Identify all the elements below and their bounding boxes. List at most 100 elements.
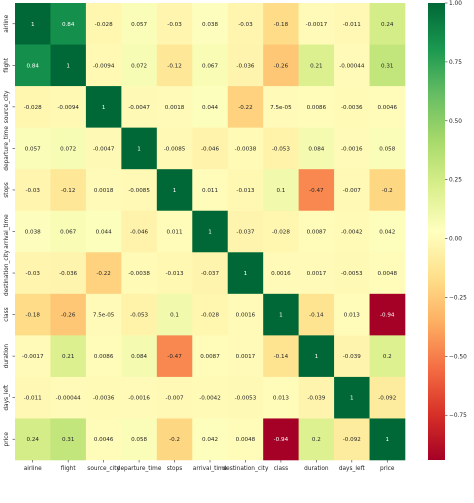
heatmap-cell-departure_time-arrival_time — [192, 127, 229, 170]
y-tick-label-duration: duration — [4, 344, 10, 369]
cell-value-label: -0.028 — [272, 230, 290, 236]
cell-value-label: 0.084 — [308, 146, 324, 152]
cell-value-label: -0.12 — [167, 63, 181, 69]
y-tick-label-destination_city: destination_city — [4, 250, 10, 296]
heatmap-cell-price-days_left — [334, 418, 370, 461]
colorbar-gradient — [428, 3, 445, 460]
x-tick-label-departure_time: departure_time — [117, 466, 162, 472]
cell-value-label: 0.044 — [96, 230, 112, 236]
heatmap-cell-departure_time-airline — [15, 127, 51, 170]
cell-value-label: -0.03 — [238, 22, 253, 28]
x-tick-label-source_city: source_city — [87, 466, 120, 472]
heatmap-cell-arrival_time-duration — [298, 210, 335, 253]
heatmap-cell-destination_city-destination_city — [227, 252, 264, 295]
heatmap-cell-destination_city-departure_time — [121, 252, 158, 295]
cell-value-label: 0.24 — [26, 437, 39, 443]
heatmap-cell-days_left-flight — [50, 376, 87, 419]
heatmap-cell-flight-duration — [298, 44, 335, 87]
cell-value-label: 0.013 — [344, 313, 360, 319]
heatmap-cell-class-arrival_time — [192, 293, 229, 336]
cell-value-label: -0.036 — [236, 63, 254, 69]
cell-value-label: 0.31 — [381, 63, 394, 69]
cell-value-label: -0.0053 — [235, 396, 257, 402]
heatmap-cell-arrival_time-days_left — [334, 210, 370, 253]
colorbar-tick-label: 0.25 — [449, 178, 462, 184]
heatmap-cell-departure_time-class — [263, 127, 299, 170]
heatmap-cell-flight-source_city — [85, 44, 122, 87]
cell-value-label: 0.1 — [170, 313, 179, 319]
heatmap-cell-arrival_time-departure_time — [121, 210, 158, 253]
cell-value-label: 1 — [137, 146, 141, 152]
heatmap-cells: 1 0.84 -0.028 0.057 -0.03 0.038 -0.03 -0.18 -0.0… — [15, 3, 406, 461]
cell-value-label: -0.14 — [274, 354, 289, 360]
y-axis-tick-labels: airline flight source_city departure_timest… — [4, 14, 15, 446]
cell-value-label: -0.037 — [201, 271, 219, 277]
heatmap-cell-departure_time-stops — [156, 127, 193, 170]
y-tick-label-arrival_time: arrival_time — [4, 214, 10, 249]
cell-value-label: -0.0047 — [93, 146, 115, 152]
heatmap-cell-stops-stops — [156, 169, 193, 212]
heatmap-cell-arrival_time-source_city — [85, 210, 122, 253]
cell-value-label: 0.057 — [25, 146, 41, 152]
heatmap-cell-duration-departure_time — [121, 335, 158, 378]
cell-value-label: 0.84 — [62, 22, 75, 28]
x-tick-label-class: class — [274, 466, 288, 472]
heatmap-cell-stops-destination_city — [227, 169, 264, 212]
heatmap-cell-duration-price — [369, 335, 406, 378]
y-tick-label-flight: flight — [4, 57, 10, 73]
heatmap-cell-stops-class — [263, 169, 299, 212]
cell-value-label: -0.092 — [378, 396, 396, 402]
heatmap-cell-airline-departure_time — [121, 3, 158, 45]
heatmap-cell-airline-class — [263, 3, 299, 45]
cell-value-label: -0.0085 — [164, 146, 186, 152]
heatmap-cell-days_left-class — [263, 376, 299, 419]
heatmap-cell-days_left-airline — [15, 376, 51, 419]
heatmap-cell-duration-arrival_time — [192, 335, 229, 378]
cell-value-label: -0.94 — [274, 437, 289, 443]
cell-value-label: -0.028 — [24, 105, 42, 111]
heatmap-cell-class-departure_time — [121, 293, 158, 336]
heatmap-cell-departure_time-flight — [50, 127, 87, 170]
cell-value-label: -0.22 — [238, 105, 252, 111]
cell-value-label: -0.007 — [166, 396, 184, 402]
heatmap-cell-days_left-destination_city — [227, 376, 264, 419]
heatmap-cell-duration-airline — [15, 335, 51, 378]
heatmap-cell-price-arrival_time — [192, 418, 229, 461]
cell-value-label: 0.067 — [60, 230, 76, 236]
cell-value-label: 0.2 — [383, 354, 392, 360]
y-tick-label-class: class — [4, 307, 10, 321]
cell-value-label: -0.013 — [166, 271, 184, 277]
heatmap-cell-arrival_time-flight — [50, 210, 87, 253]
heatmap-cell-stops-price — [369, 169, 406, 212]
heatmap-cell-departure_time-departure_time — [121, 127, 158, 170]
heatmap-cell-destination_city-class — [263, 252, 299, 295]
cell-value-label: -0.0016 — [128, 396, 150, 402]
cell-value-label: 0.0048 — [236, 437, 256, 443]
cell-value-label: -0.0042 — [341, 230, 363, 236]
cell-value-label: 7.5e-05 — [270, 105, 292, 111]
cell-value-label: -0.12 — [61, 188, 75, 194]
heatmap-cell-class-source_city — [85, 293, 122, 336]
heatmap-cell-class-price — [369, 293, 406, 336]
heatmap-cell-airline-price — [369, 3, 406, 45]
cell-value-label: 1 — [279, 313, 283, 319]
cell-value-label: 0.31 — [62, 437, 75, 443]
heatmap-cell-price-departure_time — [121, 418, 158, 461]
colorbar-tick-label: 0.50 — [449, 119, 462, 125]
y-tick-label-airline: airline — [4, 14, 10, 32]
y-tick-label-days_left: days_left — [4, 384, 10, 411]
cell-value-label: -0.0038 — [128, 271, 150, 277]
cell-value-label: -0.0042 — [199, 396, 221, 402]
heatmap-cell-duration-source_city — [85, 335, 122, 378]
cell-value-label: -0.053 — [272, 146, 290, 152]
heatmap-cell-days_left-departure_time — [121, 376, 158, 419]
y-tick-label-price: price — [4, 432, 10, 447]
heatmap-cell-stops-duration — [298, 169, 335, 212]
heatmap-cell-flight-class — [263, 44, 299, 87]
heatmap-cell-source_city-departure_time — [121, 86, 158, 128]
heatmap-cell-price-stops — [156, 418, 193, 461]
heatmap-cell-flight-flight — [50, 44, 87, 87]
cell-value-label: -0.0038 — [235, 146, 257, 152]
